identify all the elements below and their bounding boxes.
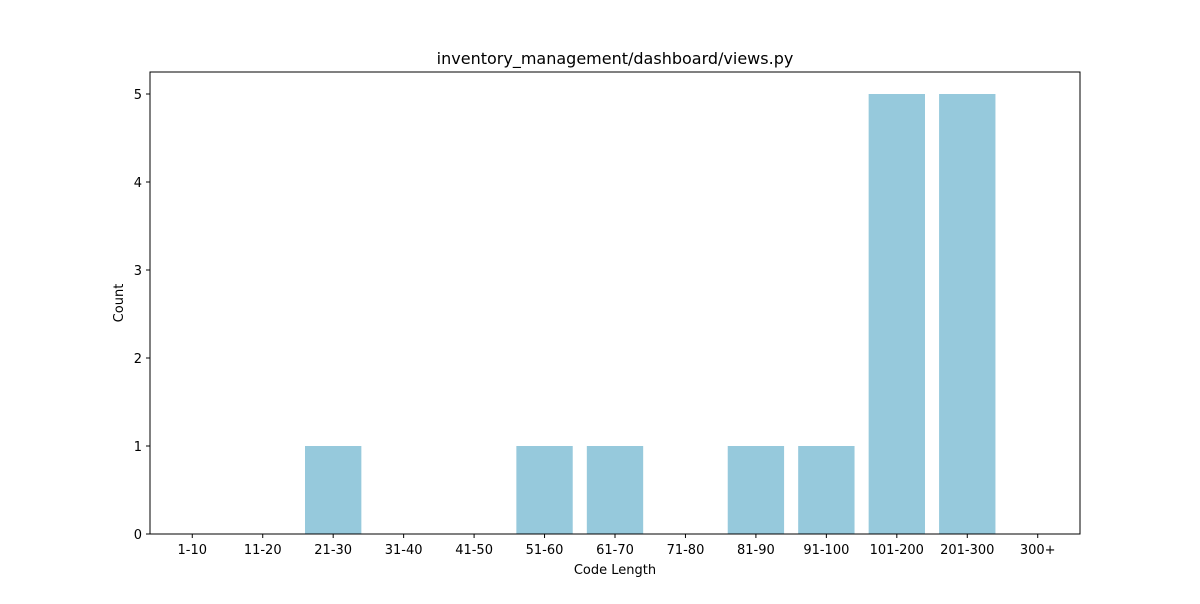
- chart-title: inventory_management/dashboard/views.py: [437, 49, 794, 69]
- y-tick-label: 3: [134, 264, 142, 279]
- x-tick-label: 101-200: [870, 543, 924, 558]
- x-tick-label: 51-60: [526, 543, 564, 558]
- bar-51-60: [516, 446, 572, 534]
- x-tick-label: 41-50: [455, 543, 493, 558]
- bar-21-30: [305, 446, 361, 534]
- y-tick-label: 0: [134, 528, 142, 543]
- x-axis-label: Code Length: [574, 563, 656, 578]
- x-tick-label: 21-30: [314, 543, 352, 558]
- x-tick-label: 81-90: [737, 543, 775, 558]
- x-tick-label: 91-100: [803, 543, 849, 558]
- x-tick-label: 201-300: [940, 543, 994, 558]
- bar-81-90: [728, 446, 784, 534]
- y-axis-label: Count: [112, 284, 127, 323]
- x-tick-label: 300+: [1020, 543, 1056, 558]
- bar-61-70: [587, 446, 643, 534]
- x-tick-label: 11-20: [244, 543, 282, 558]
- x-tick-label: 71-80: [667, 543, 705, 558]
- y-tick-label: 5: [134, 88, 142, 103]
- bar-201-300: [939, 94, 995, 534]
- bar-91-100: [798, 446, 854, 534]
- bar-101-200: [869, 94, 925, 534]
- x-tick-label: 1-10: [178, 543, 208, 558]
- y-tick-label: 4: [134, 176, 142, 191]
- x-tick-label: 31-40: [385, 543, 423, 558]
- y-tick-label: 2: [134, 352, 142, 367]
- bars-layer: [305, 94, 995, 534]
- y-tick-label: 1: [134, 440, 142, 455]
- x-tick-label: 61-70: [596, 543, 634, 558]
